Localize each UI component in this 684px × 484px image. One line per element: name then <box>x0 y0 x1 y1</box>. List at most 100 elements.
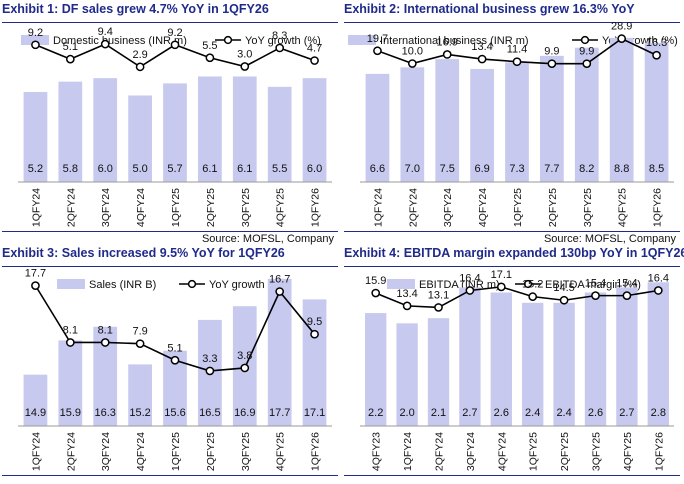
bar-value-label: 16.5 <box>199 407 220 419</box>
category-tick-label: 1QFY26 <box>310 188 322 227</box>
exhibit-1-panel: Exhibit 1: DF sales grew 4.7% YoY in 1QF… <box>2 2 338 245</box>
line-value-label: 14.5 <box>553 282 574 294</box>
category-tick-label: 3QFY24 <box>100 432 112 471</box>
bar-value-label: 2.4 <box>556 407 571 419</box>
line-value-label: 16.4 <box>459 272 480 284</box>
category-tick-label: 2QFY24 <box>407 188 419 227</box>
line-point <box>591 291 600 300</box>
line-point <box>622 291 632 300</box>
bar-value-label: 2.6 <box>494 407 509 419</box>
line-value-label: 16.3 <box>646 37 667 49</box>
legend-line-marker <box>223 35 233 45</box>
line-point <box>652 50 661 60</box>
category-tick-label: 2QFY24 <box>65 432 77 471</box>
line-point <box>65 54 75 64</box>
bar <box>58 81 83 182</box>
category-tick-label: 2QFY25 <box>205 188 217 227</box>
exhibit-4-title: Exhibit 4: EBITDA margin expanded 130bp … <box>344 246 684 260</box>
bar-value-label: 8.2 <box>579 163 594 175</box>
line-point <box>528 292 538 301</box>
bar-value-label: 14.9 <box>25 407 46 419</box>
bar-value-label: 2.8 <box>651 407 666 419</box>
category-tick-label: 1QFY25 <box>170 188 182 227</box>
bar-value-label: 2.1 <box>431 407 446 419</box>
line-value-label: 5.5 <box>202 40 217 52</box>
category-tick-label: 1QFY25 <box>170 432 182 471</box>
line-value-label: 15.9 <box>365 275 386 287</box>
line-value-label: 9.5 <box>307 316 322 328</box>
category-tick-label: 2QFY25 <box>205 432 217 471</box>
bar <box>505 62 529 183</box>
category-tick-label: 4QFY23 <box>371 432 383 471</box>
category-tick-label: 3QFY25 <box>240 188 252 227</box>
legend-line-marker <box>523 279 533 289</box>
line-point <box>100 338 110 347</box>
category-tick-label: 1QFY24 <box>402 432 414 471</box>
exhibit-2-top-rule <box>344 22 680 23</box>
bar-value-label: 8.8 <box>614 163 629 175</box>
category-tick-label: 4QFY25 <box>622 432 634 471</box>
line-point <box>547 59 557 69</box>
line-point <box>582 59 592 69</box>
bar <box>490 292 512 426</box>
bar <box>302 299 327 426</box>
line-value-label: 5.1 <box>63 41 78 53</box>
bar <box>522 302 544 426</box>
category-tick-label: 3QFY24 <box>442 188 454 227</box>
category-tick-label: 3QFY24 <box>100 188 112 227</box>
line-value-label: 8.3 <box>272 30 287 42</box>
line-value-label: 9.2 <box>28 27 43 39</box>
bar-value-label: 17.1 <box>304 407 325 419</box>
bar <box>198 76 222 182</box>
bar-value-label: 2.0 <box>399 407 414 419</box>
line-point <box>65 338 75 347</box>
bar-value-label: 5.7 <box>167 163 182 175</box>
bar-value-label: 16.9 <box>234 407 255 419</box>
line-value-label: 8.1 <box>63 324 78 336</box>
legend-line-marker <box>187 279 197 289</box>
bar-value-label: 6.9 <box>474 163 489 175</box>
bar <box>365 313 387 426</box>
legend: Domestic business (INR m) YoY growth (%) <box>21 35 321 47</box>
line-point <box>434 303 443 312</box>
bar <box>163 350 187 426</box>
category-tick-label: 1QFY24 <box>30 188 42 227</box>
category-tick-label: 3QFY25 <box>582 188 594 227</box>
category-tick-label: 4QFY24 <box>496 432 508 471</box>
exhibit-1-source: Source: MOFSL, Company <box>201 233 334 245</box>
line-value-label: 13.4 <box>471 41 492 53</box>
line-point <box>31 281 40 290</box>
exhibit-2-panel: Exhibit 2: International business grew 1… <box>344 2 680 245</box>
bar <box>302 78 327 182</box>
bar <box>267 86 292 182</box>
line-point <box>496 282 506 292</box>
exhibit-4-panel: Exhibit 4: EBITDA margin expanded 130bp … <box>344 246 684 484</box>
bar-value-label: 5.0 <box>132 163 147 175</box>
line-value-label: 3.3 <box>202 353 217 365</box>
line-value-label: 9.9 <box>544 46 559 58</box>
exhibit-1-top-rule <box>2 22 338 23</box>
category-tick-label: 4QFY24 <box>135 432 147 471</box>
bar <box>163 83 187 182</box>
line-point <box>310 56 319 65</box>
line-value-label: 13.1 <box>428 289 449 301</box>
line-value-label: 16.4 <box>648 272 669 284</box>
line-point <box>402 301 412 311</box>
bar <box>574 47 599 182</box>
line-value-label: 3.0 <box>237 49 252 61</box>
category-tick-label: 1QFY24 <box>372 188 384 227</box>
category-tick-label: 2QFY25 <box>559 432 571 471</box>
category-tick-label: 2QFY24 <box>434 432 446 471</box>
category-tick-label: 4QFY24 <box>135 188 147 227</box>
bar-value-label: 15.6 <box>164 407 185 419</box>
bar <box>128 95 152 182</box>
category-tick-label: 1QFY26 <box>653 432 665 471</box>
bar <box>396 323 418 426</box>
legend-bar-label: Sales (INR B) <box>89 279 156 291</box>
legend-line-label: YoY growth (%) <box>245 35 321 47</box>
bar <box>267 278 292 426</box>
legend-bar-swatch <box>21 35 49 45</box>
exhibit-3-panel: Exhibit 3: Sales increased 9.5% YoY for … <box>2 246 338 484</box>
bar-value-label: 7.3 <box>509 163 524 175</box>
line-point <box>512 57 522 67</box>
